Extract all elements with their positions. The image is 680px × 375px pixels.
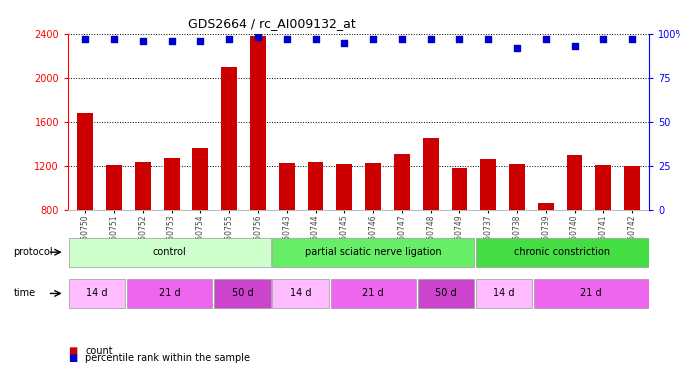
Bar [106,165,122,210]
Bar [279,163,294,210]
Point [511,45,522,51]
Point [454,36,465,42]
Bar [135,162,151,210]
Text: count: count [85,346,113,355]
Bar [452,168,467,210]
Bar [394,154,410,210]
Text: percentile rank within the sample: percentile rank within the sample [85,353,250,363]
Bar [192,148,208,210]
Text: partial sciatic nerve ligation: partial sciatic nerve ligation [305,247,441,257]
Text: control: control [153,247,186,257]
Text: 50 d: 50 d [232,288,253,298]
Bar [418,279,474,308]
Bar [596,165,611,210]
Text: protocol: protocol [14,247,53,257]
Bar [538,203,554,210]
Point [282,36,292,42]
Point [252,34,263,40]
Bar [69,237,271,267]
Point [80,36,90,42]
Point [166,38,177,44]
Text: 14 d: 14 d [290,288,311,298]
Bar [476,279,532,308]
Bar [624,166,640,210]
Bar [221,67,237,210]
Bar [127,279,212,308]
Text: chronic constriction: chronic constriction [514,247,610,257]
Point [627,36,638,42]
Bar [214,279,271,308]
Bar [307,162,324,210]
Point [310,36,321,42]
Bar [164,158,180,210]
Point [339,40,350,46]
Bar [365,163,381,210]
Bar [534,279,649,308]
Point [368,36,379,42]
Bar [78,113,93,210]
Bar [566,155,583,210]
Bar [273,237,474,267]
Bar [273,279,328,308]
Text: 21 d: 21 d [581,288,602,298]
Point [109,36,120,42]
Point [425,36,436,42]
Bar [330,279,416,308]
Point [396,36,407,42]
Point [541,36,551,42]
Bar [250,36,266,210]
Text: ■: ■ [68,353,78,363]
Point [483,36,494,42]
Text: ■: ■ [68,346,78,355]
Bar [509,164,525,210]
Bar [480,159,496,210]
Bar [476,237,649,267]
Point [137,38,148,44]
Bar [423,138,439,210]
Point [598,36,609,42]
Text: 50 d: 50 d [435,288,457,298]
Point [224,36,235,42]
Text: 14 d: 14 d [86,288,108,298]
Point [195,38,206,44]
Text: GDS2664 / rc_AI009132_at: GDS2664 / rc_AI009132_at [188,17,356,30]
Text: 21 d: 21 d [362,288,384,298]
Text: time: time [14,288,36,298]
Point [569,43,580,49]
Bar [337,164,352,210]
Text: 14 d: 14 d [493,288,515,298]
Bar [69,279,125,308]
Text: 21 d: 21 d [159,288,181,298]
